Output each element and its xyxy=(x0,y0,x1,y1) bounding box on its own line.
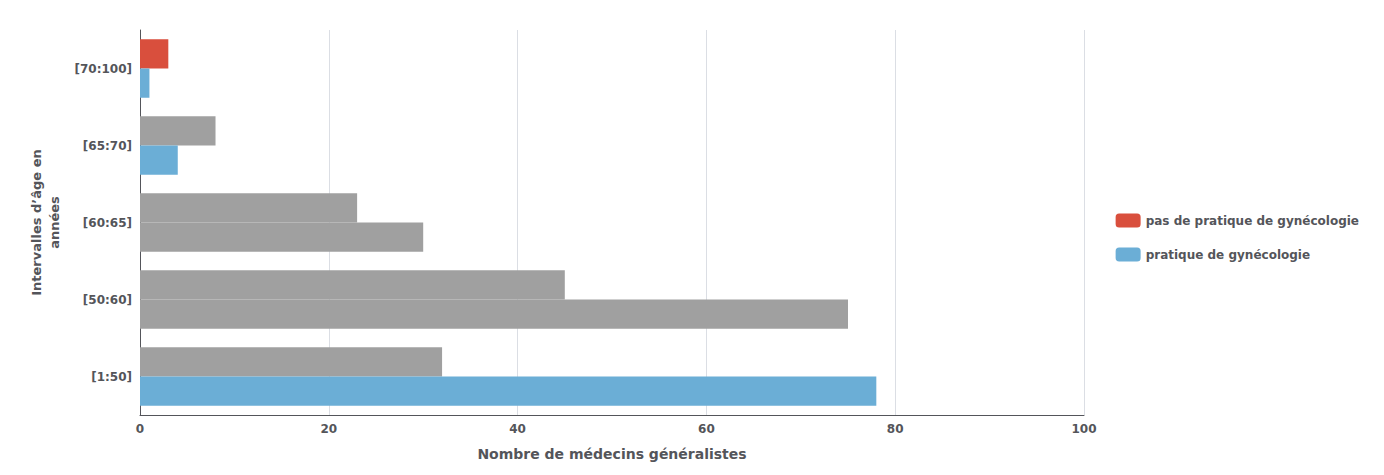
svg-text:100: 100 xyxy=(1071,422,1096,436)
svg-text:années: années xyxy=(47,196,62,249)
svg-text:0: 0 xyxy=(136,422,144,436)
svg-text:40: 40 xyxy=(509,422,526,436)
svg-text:[70:100]: [70:100] xyxy=(74,62,132,76)
svg-text:Intervalles d’âge en: Intervalles d’âge en xyxy=(29,149,44,296)
svg-text:pratique de gynécologie: pratique de gynécologie xyxy=(1146,248,1310,262)
svg-text:60: 60 xyxy=(698,422,715,436)
svg-text:pas de pratique de gynécologie: pas de pratique de gynécologie xyxy=(1146,214,1359,228)
svg-text:Nombre de médecins généraliste: Nombre de médecins généralistes xyxy=(477,446,746,462)
svg-text:20: 20 xyxy=(320,422,337,436)
svg-text:80: 80 xyxy=(887,422,904,436)
svg-text:[1:50]: [1:50] xyxy=(91,370,132,384)
svg-text:[60:65]: [60:65] xyxy=(83,216,132,230)
svg-text:[50:60]: [50:60] xyxy=(83,293,132,307)
svg-text:[65:70]: [65:70] xyxy=(83,139,132,153)
